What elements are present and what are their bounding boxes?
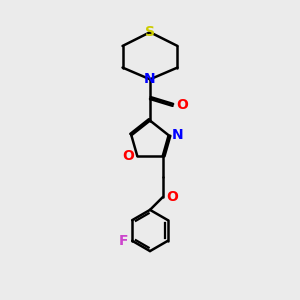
Text: S: S xyxy=(145,25,155,39)
Text: N: N xyxy=(172,128,184,142)
Text: F: F xyxy=(118,234,128,248)
Text: O: O xyxy=(122,149,134,163)
Text: O: O xyxy=(166,190,178,204)
Text: O: O xyxy=(176,98,188,112)
Text: N: N xyxy=(144,72,156,86)
